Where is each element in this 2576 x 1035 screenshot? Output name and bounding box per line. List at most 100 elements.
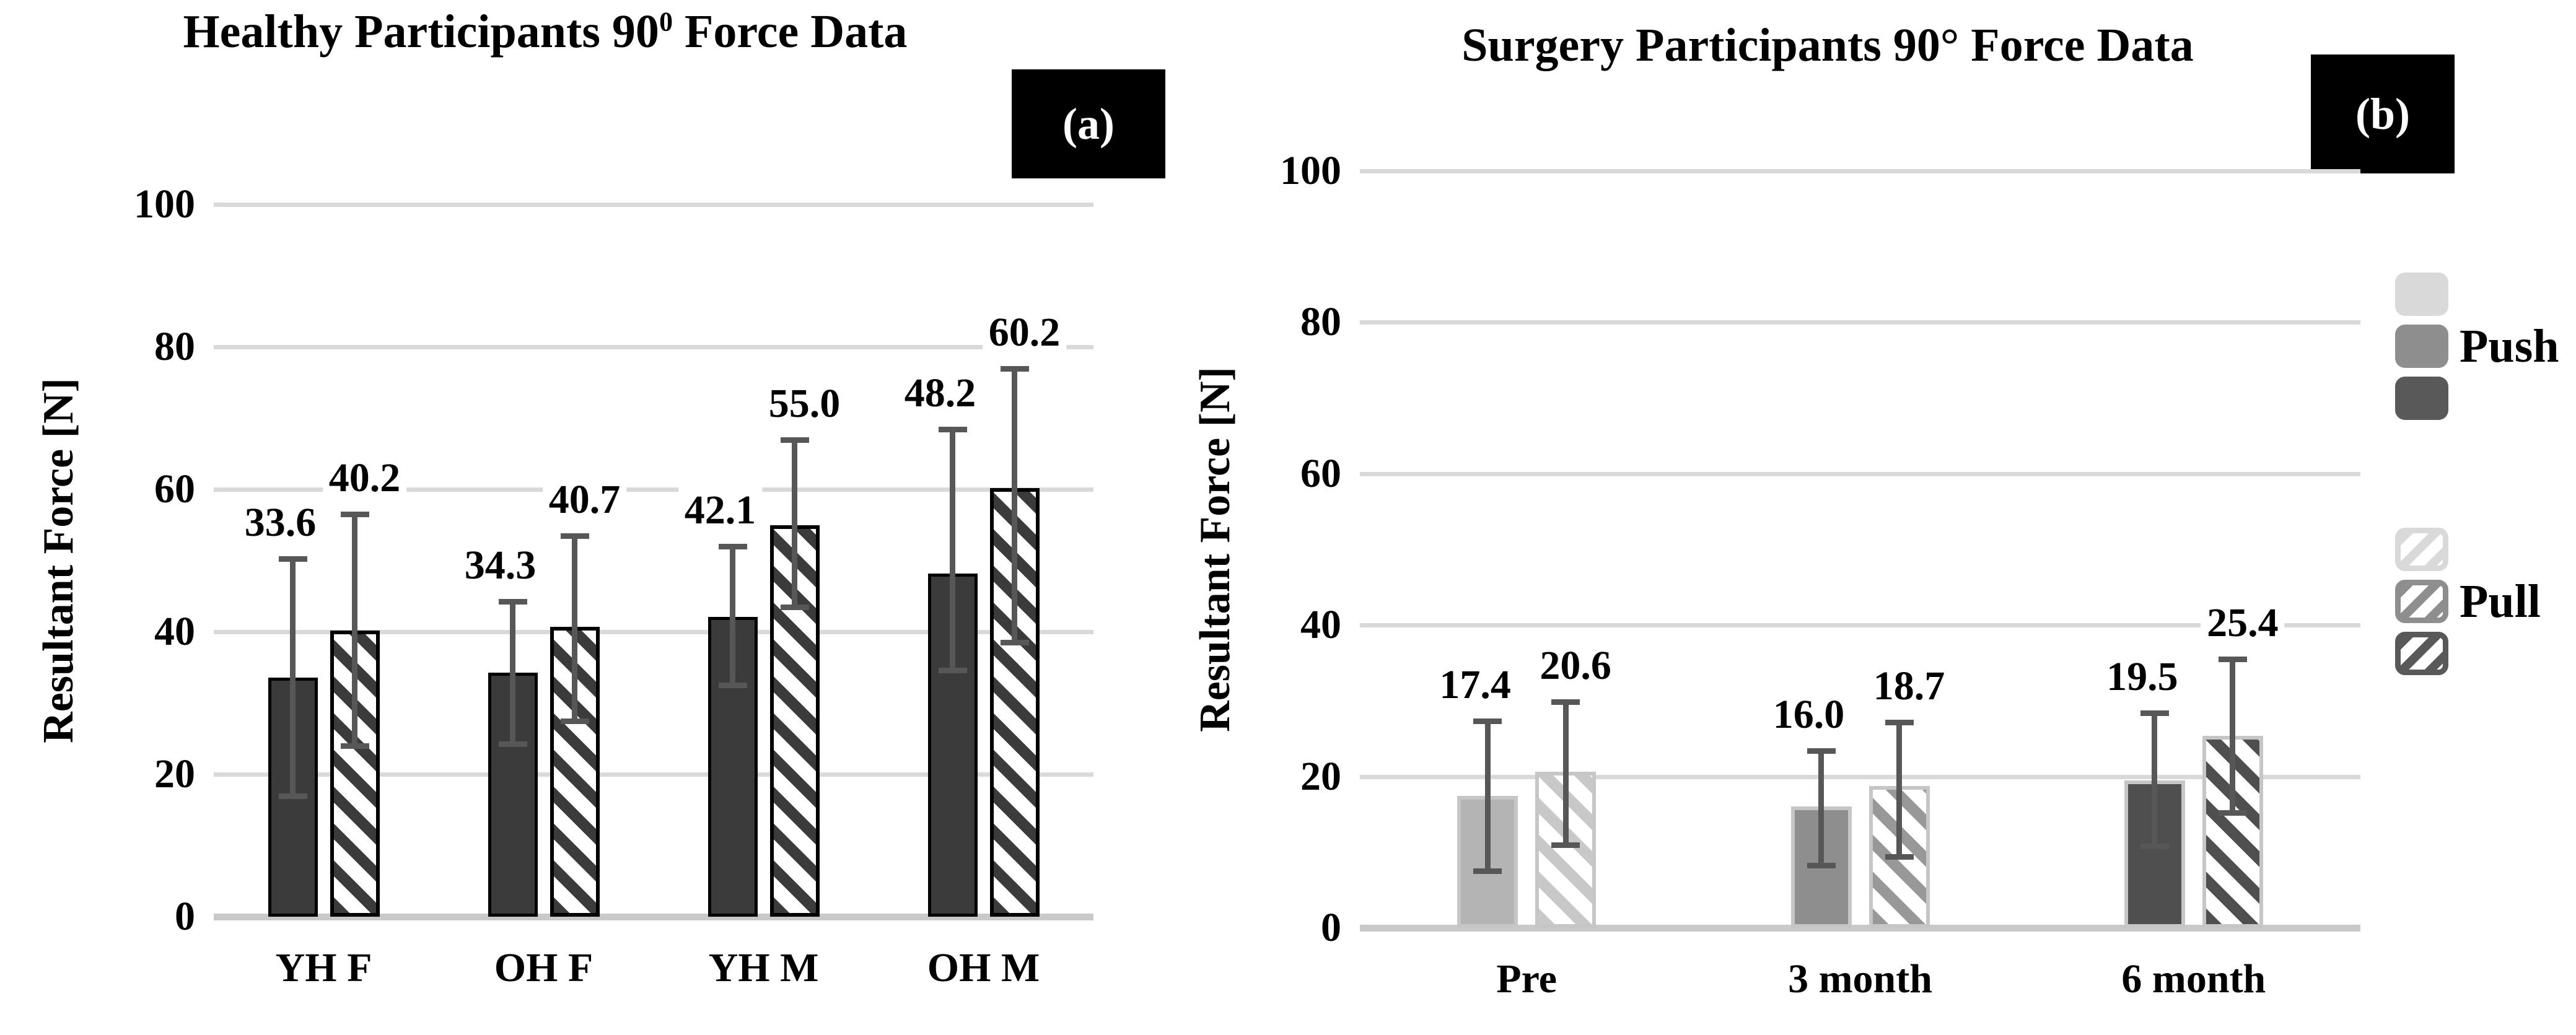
x-category-label: YH F: [275, 945, 372, 990]
error-bar-stem: [1562, 701, 1569, 845]
gridline-80: [214, 345, 1093, 349]
error-bar-stem: [510, 601, 515, 744]
legend-push-swatch-dark: [2395, 377, 2448, 420]
gridline-40: [214, 630, 1093, 634]
error-bar-stem: [950, 429, 955, 671]
error-bar-cap-bottom: [2218, 810, 2247, 816]
gridline-60: [214, 487, 1093, 492]
y-tick-label-40: 40: [1300, 602, 1341, 648]
y-tick-label-80: 80: [154, 324, 195, 369]
error-bar-stem: [1818, 751, 1824, 865]
gridline-100: [214, 203, 1093, 207]
error-bar-stem: [2152, 712, 2158, 846]
legend-pull-swatch-dark: [2395, 632, 2448, 675]
x-category-label: 6 month: [2121, 956, 2266, 1002]
gridline-0: [214, 914, 1093, 920]
y-tick-label-20: 20: [1300, 753, 1341, 799]
gridline-0: [1360, 925, 2360, 932]
error-bar-cap-bottom: [2140, 844, 2169, 850]
error-bar-stem: [290, 558, 296, 796]
error-bar-cap-bottom: [340, 743, 369, 749]
x-category-label: OH F: [494, 945, 594, 990]
y-tick-label-60: 60: [1300, 450, 1341, 496]
legend-pull-label: Pull: [2460, 575, 2541, 627]
data-label: 42.1: [678, 486, 763, 535]
bar-pull-oh-m: [989, 487, 1040, 917]
data-label: 60.2: [982, 307, 1067, 357]
gridline-80: [1360, 320, 2360, 325]
y-tick-label-100: 100: [134, 181, 195, 227]
data-label: 19.5: [2100, 652, 2184, 702]
x-category-label: OH M: [927, 945, 1040, 990]
data-label: 55.0: [762, 378, 847, 429]
data-label: 34.3: [458, 540, 543, 590]
error-bar-stem: [572, 535, 577, 721]
y-tick-label-0: 0: [175, 894, 195, 939]
data-label: 48.2: [898, 369, 983, 419]
data-label: 20.6: [1533, 640, 1618, 691]
chart-a-title: Healthy Participants 900 Force Data: [93, 5, 997, 59]
legend-push-swatch-medium: [2395, 325, 2448, 368]
error-bar-stem: [352, 514, 357, 746]
error-bar-cap-bottom: [560, 718, 589, 724]
gridline-60: [1360, 471, 2360, 476]
data-label: 40.7: [542, 474, 627, 525]
error-bar-cap-top: [2140, 710, 2169, 716]
error-bar-cap-bottom: [1885, 854, 1914, 860]
error-bar-cap-top: [1000, 365, 1029, 372]
error-bar-cap-top: [1807, 748, 1836, 754]
error-bar-stem: [2230, 659, 2236, 813]
chart-b-y-axis-title-text: Resultant Force [N]: [1191, 367, 1239, 732]
error-bar-cap-bottom: [278, 793, 307, 799]
y-tick-label-20: 20: [154, 751, 195, 797]
error-bar-cap-top: [938, 427, 967, 433]
error-bar-stem: [1012, 368, 1017, 643]
error-bar-stem: [730, 546, 735, 686]
chart-a-plot-area: 0 20 40 60 80 100 YH F 33.6 40.2 OH F 34.3 40.7 YH M…: [134, 181, 1093, 990]
data-label: 25.4: [2201, 598, 2285, 649]
error-bar-cap-top: [340, 512, 369, 518]
gridline-20: [1360, 774, 2360, 779]
error-bar-cap-top: [278, 556, 307, 562]
error-bar-stem: [792, 439, 797, 607]
chart-a-y-axis-title: Resultant Force [N]: [34, 378, 84, 743]
y-tick-label-100: 100: [1280, 148, 1341, 193]
legend-push-label: Push: [2460, 320, 2559, 372]
error-bar-cap-top: [1885, 719, 1914, 725]
data-label: 40.2: [322, 453, 407, 504]
y-tick-label-60: 60: [154, 466, 195, 512]
error-bar-stem: [1896, 722, 1902, 857]
x-category-label: Pre: [1496, 956, 1557, 1002]
gridline-100: [1360, 169, 2360, 173]
data-label: 18.7: [1867, 661, 1952, 711]
legend-pull-swatch-medium: [2395, 580, 2448, 623]
x-category-label: 3 month: [1788, 956, 1932, 1002]
chart-b-title-post: ° Force Data: [1940, 19, 2194, 71]
x-category-label: YH M: [708, 945, 819, 990]
legend-push-swatch-light: [2395, 273, 2448, 316]
error-bar-cap-top: [1473, 718, 1502, 725]
error-bar-cap-bottom: [780, 604, 809, 610]
error-bar-cap-top: [780, 437, 809, 443]
chart-a-title-pre: Healthy Participants 90: [183, 6, 659, 58]
chart-a-y-axis-title-text: Resultant Force [N]: [35, 378, 82, 743]
chart-b-plot-area: 0 20 40 60 80 100 Pre 17.4 20.6 3 month 16.0 18.7 6 …: [1280, 148, 2360, 1002]
error-bar-cap-top: [498, 598, 527, 605]
data-label: 16.0: [1766, 690, 1851, 740]
chart-a-title-post: Force Data: [672, 6, 908, 58]
legend-pull-swatch-light: [2395, 528, 2448, 571]
panel-label-b: (b): [2311, 55, 2455, 173]
y-tick-label-0: 0: [1321, 905, 1341, 950]
error-bar-cap-top: [2218, 657, 2247, 663]
chart-a-title-superscript: 0: [659, 6, 673, 37]
chart-b-y-axis-title: Resultant Force [N]: [1191, 367, 1240, 732]
error-bar-cap-top: [1551, 699, 1580, 705]
error-bar-cap-top: [718, 544, 747, 549]
y-tick-label-40: 40: [154, 609, 195, 654]
error-bar-cap-top: [560, 533, 589, 539]
data-label: 33.6: [238, 497, 323, 548]
panel-label-a: (a): [1012, 69, 1165, 178]
gridline-40: [1360, 623, 2360, 628]
error-bar-cap-bottom: [498, 741, 527, 747]
